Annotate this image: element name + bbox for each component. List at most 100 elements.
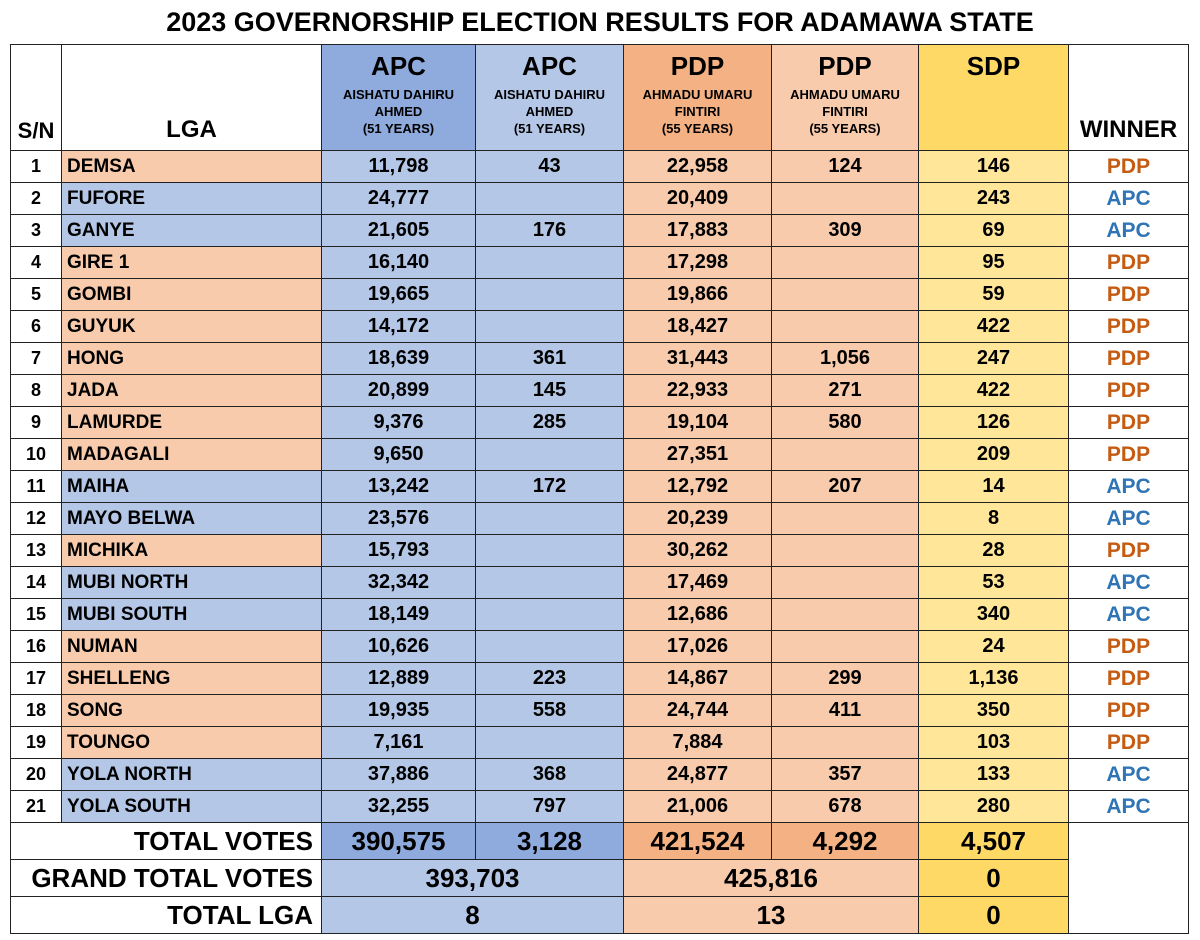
total-sdp-votes: 4,507: [918, 822, 1069, 860]
party-name: APC: [522, 51, 577, 81]
total-lga-label: TOTAL LGA: [10, 896, 322, 934]
lga-name: FUFORE: [61, 182, 322, 215]
pdp-votes: 20,239: [623, 502, 772, 535]
lga-name: SHELLENG: [61, 662, 322, 695]
pdp-votes-secondary: [771, 246, 919, 279]
pdp-votes-secondary: 678: [771, 790, 919, 823]
pdp-votes-secondary: [771, 726, 919, 759]
pdp-votes: 14,867: [623, 662, 772, 695]
pdp-votes: 22,933: [623, 374, 772, 407]
table-row: 21 YOLA SOUTH 32,255 797 21,006 678 280 APC: [10, 790, 1189, 823]
sdp-votes: 28: [918, 534, 1069, 567]
party-name: APC: [371, 51, 426, 81]
apc-votes-secondary: [475, 534, 624, 567]
winner-cell: PDP: [1068, 278, 1189, 311]
lga-name: DEMSA: [61, 150, 322, 183]
sdp-column-header: SDP: [918, 44, 1069, 151]
table-row: 7 HONG 18,639 361 31,443 1,056 247 PDP: [10, 342, 1189, 375]
row-number: 6: [10, 310, 62, 343]
lga-name: MUBI NORTH: [61, 566, 322, 599]
table-row: 11 MAIHA 13,242 172 12,792 207 14 APC: [10, 470, 1189, 503]
apc-votes-secondary: [475, 566, 624, 599]
lga-name: GOMBI: [61, 278, 322, 311]
table-row: 17 SHELLENG 12,889 223 14,867 299 1,136 PDP: [10, 662, 1189, 695]
pdp-votes: 21,006: [623, 790, 772, 823]
winner-cell: APC: [1068, 214, 1189, 247]
row-number: 18: [10, 694, 62, 727]
grand-total-sdp: 0: [918, 859, 1069, 897]
winner-cell: APC: [1068, 790, 1189, 823]
lga-name: SONG: [61, 694, 322, 727]
candidate-name: AHMADU UMARU FINTIRI: [642, 87, 753, 119]
pdp-votes-secondary: 580: [771, 406, 919, 439]
row-number: 2: [10, 182, 62, 215]
table-row: 16 NUMAN 10,626 17,026 24 PDP: [10, 630, 1189, 663]
row-number: 12: [10, 502, 62, 535]
lga-name: LAMURDE: [61, 406, 322, 439]
apc-votes: 19,935: [321, 694, 476, 727]
pdp-votes-secondary: 411: [771, 694, 919, 727]
pdp-votes-secondary: 271: [771, 374, 919, 407]
apc-votes-secondary: [475, 278, 624, 311]
candidate-age: (55 YEARS): [661, 121, 734, 136]
apc-votes-secondary: 172: [475, 470, 624, 503]
row-number: 14: [10, 566, 62, 599]
sdp-votes: 243: [918, 182, 1069, 215]
row-number: 8: [10, 374, 62, 407]
pdp-votes-secondary: [771, 278, 919, 311]
apc-votes-secondary: 368: [475, 758, 624, 791]
table-row: 20 YOLA NORTH 37,886 368 24,877 357 133 APC: [10, 758, 1189, 791]
apc-votes: 37,886: [321, 758, 476, 791]
apc-votes: 12,889: [321, 662, 476, 695]
pdp-votes-secondary: [771, 566, 919, 599]
winner-cell: PDP: [1068, 150, 1189, 183]
total-apc-votes: 390,575: [321, 822, 476, 860]
apc-votes-secondary: [475, 246, 624, 279]
page-title: 2023 GOVERNORSHIP ELECTION RESULTS FOR A…: [166, 7, 1034, 37]
pdp-votes-secondary: 309: [771, 214, 919, 247]
pdp-votes-secondary: 1,056: [771, 342, 919, 375]
winner-cell: PDP: [1068, 246, 1189, 279]
grand-total-pdp: 425,816: [623, 859, 919, 897]
candidate-name: AHMADU UMARU FINTIRI: [790, 87, 900, 119]
apc-votes-secondary: 558: [475, 694, 624, 727]
table-row: 6 GUYUK 14,172 18,427 422 PDP: [10, 310, 1189, 343]
table-row: 15 MUBI SOUTH 18,149 12,686 340 APC: [10, 598, 1189, 631]
candidate-name: AISHATU DAHIRU AHMED: [494, 87, 605, 119]
party-name: SDP: [966, 51, 1021, 81]
candidate-name: AISHATU DAHIRU AHMED: [343, 87, 454, 119]
party-name: PDP: [670, 51, 725, 81]
pdp-column-header: PDP AHMADU UMARU FINTIRI (55 YEARS): [623, 44, 772, 151]
apc-votes-secondary: 176: [475, 214, 624, 247]
pdp-column-header: PDP AHMADU UMARU FINTIRI (55 YEARS): [771, 44, 919, 151]
sdp-votes: 53: [918, 566, 1069, 599]
pdp-votes: 27,351: [623, 438, 772, 471]
sn-header: S/N: [10, 44, 62, 151]
pdp-votes: 20,409: [623, 182, 772, 215]
apc-votes-secondary: [475, 182, 624, 215]
pdp-votes-secondary: [771, 438, 919, 471]
apc-votes: 9,376: [321, 406, 476, 439]
total-lga-sdp: 0: [918, 896, 1069, 934]
grand-total-label: GRAND TOTAL VOTES: [10, 859, 322, 897]
winner-cell: PDP: [1068, 310, 1189, 343]
header-row: S/N LGA APC AISHATU DAHIRU AHMED (51 YEA…: [10, 44, 1189, 151]
winner-cell: PDP: [1068, 726, 1189, 759]
pdp-votes: 31,443: [623, 342, 772, 375]
row-number: 1: [10, 150, 62, 183]
apc-votes: 21,605: [321, 214, 476, 247]
pdp-votes: 19,866: [623, 278, 772, 311]
lga-name: MUBI SOUTH: [61, 598, 322, 631]
table-row: 3 GANYE 21,605 176 17,883 309 69 APC: [10, 214, 1189, 247]
row-number: 16: [10, 630, 62, 663]
table-row: 1 DEMSA 11,798 43 22,958 124 146 PDP: [10, 150, 1189, 183]
winner-cell: APC: [1068, 598, 1189, 631]
table-row: 18 SONG 19,935 558 24,744 411 350 PDP: [10, 694, 1189, 727]
winner-cell: PDP: [1068, 662, 1189, 695]
apc-votes: 18,639: [321, 342, 476, 375]
apc-votes-secondary: 223: [475, 662, 624, 695]
table-row: 5 GOMBI 19,665 19,866 59 PDP: [10, 278, 1189, 311]
apc-column-header: APC AISHATU DAHIRU AHMED (51 YEARS): [321, 44, 476, 151]
pdp-votes-secondary: 207: [771, 470, 919, 503]
winner-cell: PDP: [1068, 694, 1189, 727]
